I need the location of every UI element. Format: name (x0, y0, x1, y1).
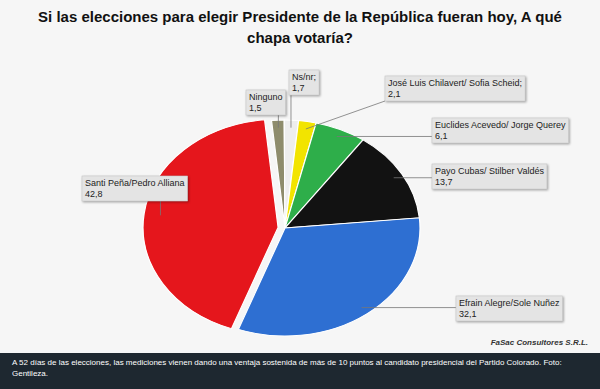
label-box (82, 176, 188, 201)
leader-line (278, 115, 279, 128)
label-box (385, 76, 525, 101)
title: Si las elecciones para elegir Presidente… (20, 6, 580, 48)
data-label: Santi Peña/Pedro Alliana42,8 (82, 176, 188, 215)
label-category: Ns/nr; (292, 72, 316, 82)
pie (143, 120, 420, 336)
leader-line (290, 95, 291, 128)
label-box (289, 70, 319, 95)
label-box (246, 90, 286, 115)
label-category: Ninguno (249, 92, 283, 102)
label-value: 6,1 (435, 131, 448, 141)
leader-line (394, 177, 432, 178)
caption: A 52 días de las elecciones, las medicio… (12, 357, 588, 379)
label-category: Euclides Acevedo/ Jorge Querey (435, 120, 566, 130)
data-label: Ns/nr;1,7 (289, 70, 319, 128)
slice (285, 140, 419, 228)
label-category: José Luis Chilavert/ Sofia Scheid; (388, 78, 522, 88)
labels: Ninguno1,5Ns/nr;1,7José Luis Chilavert/ … (82, 70, 569, 321)
source: FaSac Consultores S.R.L. (491, 338, 588, 347)
data-label: Euclides Acevedo/ Jorge Querey6,1 (337, 118, 569, 143)
label-value: 13,7 (435, 177, 453, 187)
label-value: 2,1 (388, 89, 401, 99)
leader-line (337, 136, 432, 137)
leader-line (160, 201, 161, 215)
label-value: 32,1 (459, 309, 477, 319)
label-value: 1,5 (249, 103, 262, 113)
data-label: Ninguno1,5 (246, 90, 286, 128)
slice (143, 120, 278, 329)
label-value: 42,8 (85, 189, 103, 199)
leader-line (306, 101, 385, 129)
data-label: Efrain Alegre/Sole Nuñez32,1 (362, 296, 563, 321)
leader-line (362, 307, 456, 308)
label-category: Efrain Alegre/Sole Nuñez (459, 298, 560, 308)
label-box (432, 118, 569, 143)
label-value: 1,7 (292, 83, 305, 93)
label-category: Payo Cubas/ Stilber Valdés (435, 166, 544, 176)
data-label: Payo Cubas/ Stilber Valdés13,7 (394, 164, 547, 189)
label-box (432, 164, 547, 189)
label-box (456, 296, 563, 321)
label-category: Santi Peña/Pedro Alliana (85, 178, 185, 188)
